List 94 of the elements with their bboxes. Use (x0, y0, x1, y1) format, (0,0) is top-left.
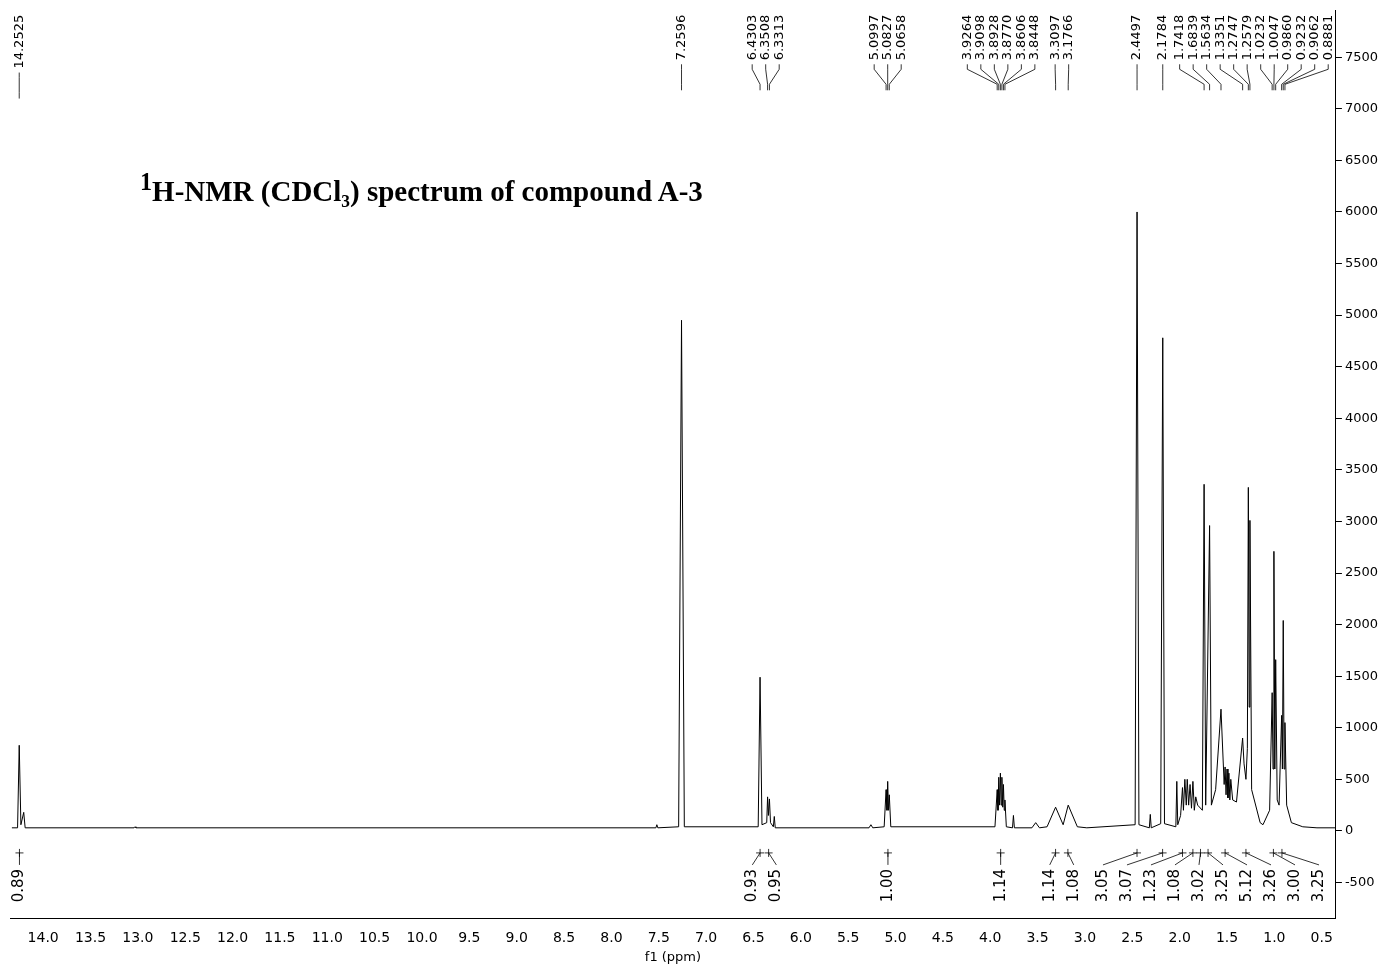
annotation: 1.3351 (1211, 14, 1227, 61)
y-tick-label: 1000 (1344, 719, 1379, 735)
annotation: 5.0997 (865, 14, 881, 61)
y-tick-label: 2000 (1344, 615, 1379, 631)
y-tick-label: 3500 (1344, 461, 1379, 477)
annotation: 1.23 (1140, 868, 1159, 903)
y-tick-label: 4000 (1344, 409, 1379, 425)
y-tick-label: 6500 (1344, 151, 1379, 167)
annotation: 3.02 (1188, 868, 1207, 903)
annotation: 1.0047 (1265, 14, 1281, 61)
x-tick-label: 3.0 (1073, 928, 1097, 945)
annotation: 1.0232 (1252, 14, 1268, 61)
x-tick-label: 11.0 (311, 928, 343, 945)
y-tick-label: 1500 (1344, 667, 1379, 683)
annotation: 1.2579 (1238, 14, 1254, 61)
annotation: 3.8606 (1012, 14, 1028, 61)
annotation: 1.7418 (1171, 14, 1187, 61)
annotation: 0.8881 (1319, 14, 1335, 61)
annotation: 1.08 (1063, 868, 1082, 903)
x-tick-label: 6.5 (742, 928, 765, 945)
annotation: 2.4497 (1128, 14, 1144, 61)
x-tick-label: 5.0 (884, 928, 907, 945)
annotation: 6.4303 (743, 14, 759, 61)
x-tick-label: 7.5 (647, 928, 670, 945)
annotation: 6.3508 (757, 14, 773, 61)
x-tick-label: 12.5 (169, 928, 201, 945)
annotation: 0.9232 (1292, 14, 1308, 61)
annotation: 3.26 (1260, 868, 1279, 903)
annotation: 14.2525 (10, 14, 26, 69)
annotation: 0.9860 (1279, 14, 1295, 61)
annotation: 1.2747 (1225, 14, 1241, 61)
x-tick-label: 9.0 (505, 928, 528, 945)
x-tick-label: 9.5 (458, 928, 481, 945)
annotation: 1.08 (1164, 868, 1183, 903)
annotation: 3.00 (1284, 868, 1303, 903)
annotation: 3.07 (1116, 868, 1135, 903)
annotation: 3.9098 (972, 14, 988, 61)
x-tick-label: 14.0 (27, 928, 59, 945)
annotation: 2.1784 (1154, 14, 1170, 61)
y-tick-label: 7000 (1344, 100, 1379, 116)
annotation: 1.00 (877, 868, 896, 903)
x-tick-label: 10.0 (406, 928, 438, 945)
x-tick-label: 8.5 (552, 928, 576, 945)
x-tick-label: 5.5 (837, 928, 860, 945)
annotation: 3.3097 (1046, 14, 1062, 61)
annotation: 0.9062 (1306, 14, 1322, 61)
y-tick-label: 6000 (1344, 203, 1379, 219)
x-tick-label: 11.5 (264, 928, 296, 945)
annotation: 0.89 (9, 868, 28, 903)
y-tick-label: 4500 (1344, 358, 1379, 374)
annotation: 1.14 (1039, 868, 1058, 903)
text: $^{1}$H-NMR (CDCl₃) spectrum of compound A-3 (140, 168, 703, 208)
annotation: 1.14 (990, 868, 1009, 903)
annotation: 3.25 (1308, 868, 1327, 903)
x-tick-label: 7.0 (694, 928, 718, 945)
y-tick-label: -500 (1344, 873, 1375, 889)
annotation: 3.9264 (958, 14, 974, 61)
x-tick-label: 10.5 (359, 928, 391, 945)
x-tick-label: 2.0 (1168, 928, 1191, 945)
annotation: 5.0658 (892, 14, 908, 61)
x-tick-label: 1.0 (1263, 928, 1286, 945)
annotation: 0.95 (766, 868, 785, 903)
annotation: 1.6839 (1184, 14, 1200, 61)
annotation: 1.5634 (1198, 14, 1214, 61)
x-tick-label: 0.5 (1310, 928, 1333, 945)
y-tick-label: 2500 (1344, 564, 1379, 580)
annotation: 7.2596 (672, 14, 688, 61)
annotation: 0.93 (742, 868, 761, 903)
annotation: 5.12 (1236, 868, 1255, 903)
annotation: 3.8448 (1026, 14, 1042, 61)
x-tick-label: 8.0 (600, 928, 623, 945)
annotation: 3.1766 (1060, 14, 1076, 61)
x-tick-label: 13.0 (122, 928, 154, 945)
x-tick-label: 4.5 (931, 928, 955, 945)
y-tick-label: 5500 (1344, 254, 1379, 270)
x-tick-label: 3.5 (1026, 928, 1049, 945)
annotation: 3.05 (1092, 868, 1111, 903)
annotation: 6.3313 (770, 14, 786, 61)
x-axis-title: f1 (ppm) (644, 948, 702, 964)
x-tick-label: 2.5 (1121, 928, 1144, 945)
annotation: 3.25 (1212, 868, 1231, 903)
y-tick-label: 0 (1344, 822, 1354, 838)
y-tick-label: 500 (1344, 770, 1370, 786)
x-tick-label: 4.0 (979, 928, 1002, 945)
annotation: 3.8770 (999, 14, 1015, 61)
y-tick-label: 7500 (1344, 48, 1379, 64)
x-tick-label: 13.5 (74, 928, 107, 945)
x-tick-label: 12.0 (216, 928, 249, 945)
x-tick-label: 1.5 (1215, 928, 1239, 945)
y-tick-label: 3000 (1344, 512, 1379, 528)
x-tick-label: 6.0 (789, 928, 812, 945)
annotation: 5.0827 (879, 14, 895, 61)
annotation: 3.8928 (985, 14, 1001, 61)
y-tick-label: 5000 (1344, 306, 1379, 322)
